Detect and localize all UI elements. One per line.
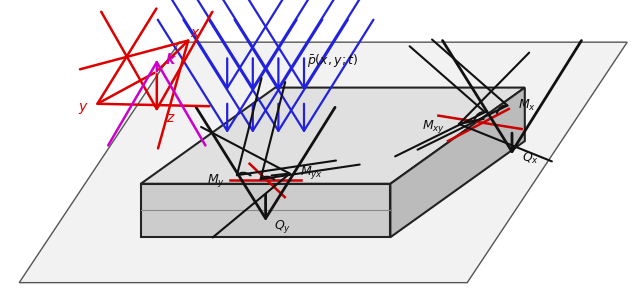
Text: $M_y$: $M_y$ xyxy=(207,172,225,189)
Text: $Q_x$: $Q_x$ xyxy=(522,151,539,166)
Text: $M_{xy}$: $M_{xy}$ xyxy=(422,118,445,135)
Text: $y$: $y$ xyxy=(78,102,88,116)
Text: $\boldsymbol{k}$: $\boldsymbol{k}$ xyxy=(165,52,177,67)
Polygon shape xyxy=(390,88,525,237)
Text: $Q_y$: $Q_y$ xyxy=(274,218,291,235)
Text: $M_x$: $M_x$ xyxy=(518,97,536,112)
Polygon shape xyxy=(141,88,525,184)
Text: $M_{yx}$: $M_{yx}$ xyxy=(300,164,323,181)
Polygon shape xyxy=(141,184,390,237)
Polygon shape xyxy=(19,42,627,283)
Text: $x$: $x$ xyxy=(190,26,200,40)
Text: $z$: $z$ xyxy=(166,111,175,125)
Text: $\bar{p}(x,y;t)$: $\bar{p}(x,y;t)$ xyxy=(307,52,358,69)
